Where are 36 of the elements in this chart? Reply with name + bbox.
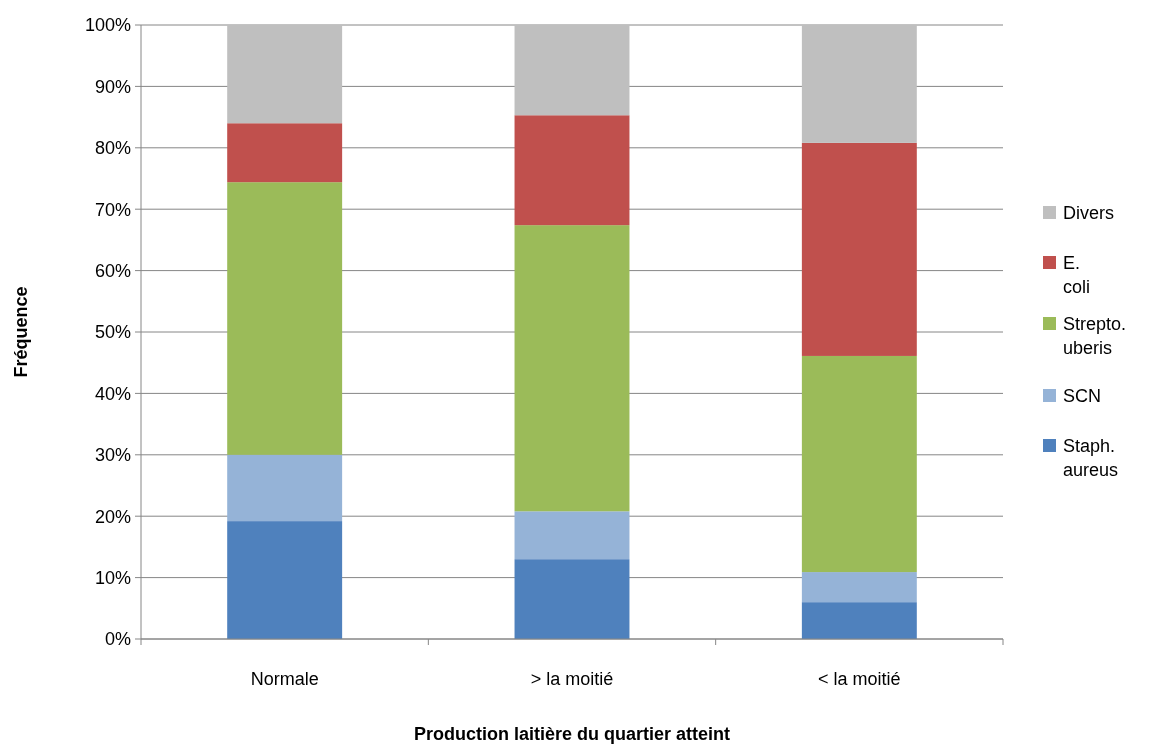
bar: [227, 123, 343, 183]
bar: [514, 25, 630, 116]
y-tick-label: 70%: [94, 199, 131, 220]
y-tick-label: 60%: [94, 260, 131, 281]
bar: [514, 511, 630, 560]
y-tick-label: 10%: [94, 567, 131, 588]
x-tick-label: > la moitié: [530, 669, 614, 689]
bar: [514, 225, 630, 512]
bar: [514, 115, 630, 226]
bar: [227, 182, 343, 455]
y-tick-label: 30%: [94, 445, 131, 466]
y-tick-label: 40%: [94, 383, 131, 404]
y-tick-label: 90%: [94, 76, 131, 97]
bar: [227, 454, 343, 522]
legend-label: Strepto. uberis: [1063, 314, 1127, 358]
legend-label: SCN: [1063, 386, 1102, 407]
legend-label: Staph. aureus: [1063, 436, 1119, 480]
legend-label: Divers: [1063, 203, 1115, 224]
y-tick-label: 20%: [94, 506, 131, 527]
y-axis-title: Fréquence: [11, 286, 31, 378]
x-tick-label: Normale: [250, 669, 319, 689]
y-tick-label: 50%: [94, 322, 131, 343]
bar: [801, 25, 917, 143]
bar: [514, 559, 630, 639]
y-tick-label: 0%: [104, 629, 131, 650]
bar: [801, 572, 917, 603]
x-axis-title: Production laitière du quartier atteint: [413, 724, 731, 744]
y-tick-label: 80%: [94, 138, 131, 159]
bar: [801, 355, 917, 573]
bar: [227, 521, 343, 639]
y-tick-label: 100%: [84, 15, 131, 36]
bar: [801, 142, 917, 356]
bar: [227, 25, 343, 124]
legend-label: E. coli: [1063, 253, 1091, 297]
bar: [801, 602, 917, 639]
x-tick-label: < la moitié: [818, 669, 901, 689]
